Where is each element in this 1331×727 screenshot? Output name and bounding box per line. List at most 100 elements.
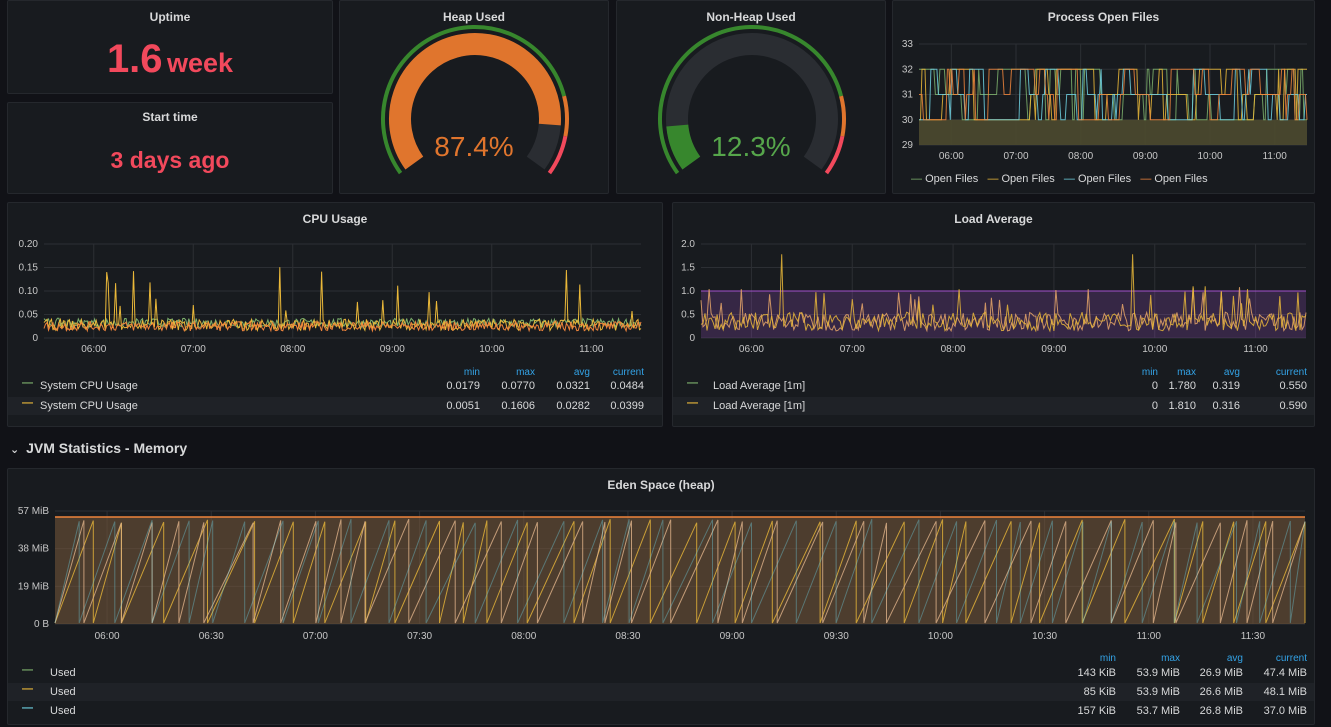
y-tick-label: 31	[902, 90, 914, 101]
x-tick-label: 06:00	[739, 344, 764, 355]
x-tick-label: 11:00	[579, 344, 604, 355]
legend-row[interactable]: — Used 157 KiB 53.7 MiB 26.8 MiB 37.0 Mi…	[8, 702, 1314, 720]
header-avg[interactable]: avg	[1226, 653, 1243, 664]
open-files-chart[interactable]: 33 32 31 30 29 06:00 07:00 08:00 09:00 10:00 11:00	[893, 1, 1316, 195]
series-min: 0	[1151, 400, 1158, 412]
x-tick-label: 06:30	[199, 631, 224, 642]
eden-series-line	[54, 518, 1306, 624]
x-tick-label: 09:00	[720, 631, 745, 642]
section-jvm-memory[interactable]: ⌄ JVM Statistics - Memory	[10, 440, 187, 456]
series-min: 157 KiB	[1077, 705, 1116, 717]
series-current: 0.0484	[610, 380, 644, 392]
header-max[interactable]: max	[1161, 653, 1180, 664]
load-legend-header: min max avg current	[673, 364, 1314, 378]
heap-used-title: Heap Used	[442, 10, 506, 24]
y-tick-label: 1.0	[681, 286, 695, 297]
open-files-legend: — Open Files — Open Files — Open Files —…	[911, 173, 1208, 185]
x-tick-label: 07:00	[1003, 151, 1028, 162]
eden-series-line	[54, 518, 1306, 624]
start-time-value: 3 days ago	[110, 147, 230, 173]
legend-label: Open Files	[925, 173, 979, 185]
x-tick-label: 09:00	[1041, 344, 1066, 355]
x-tick-label: 11:00	[1243, 344, 1268, 355]
y-tick-label: 1.5	[681, 263, 695, 274]
non-heap-used-title: Non-Heap Used	[706, 10, 796, 24]
legend-item-open-files-2[interactable]: — Open Files	[987, 173, 1055, 185]
header-max[interactable]: max	[516, 367, 535, 378]
load-average-chart[interactable]: 2.0 1.5 1.0 0.5 0 06:00 07:00 08:00 09:00 10:00 11…	[673, 203, 1316, 363]
series-current: 48.1 MiB	[1263, 686, 1307, 698]
section-title-text: JVM Statistics - Memory	[26, 440, 188, 456]
legend-item-open-files-3[interactable]: — Open Files	[1063, 173, 1132, 185]
legend-item-open-files-1[interactable]: — Open Files	[911, 173, 979, 185]
header-avg[interactable]: avg	[1223, 367, 1240, 378]
eden-space-panel: Eden Space (heap) 57 MiB 38 MiB 19 MiB 0 B 0…	[7, 468, 1315, 725]
header-avg[interactable]: avg	[573, 367, 590, 378]
series-min: 0.0179	[446, 380, 480, 392]
series-color-marker: —	[22, 702, 33, 714]
series-current: 37.0 MiB	[1263, 705, 1307, 717]
gauge-threshold-segment	[381, 25, 567, 175]
y-tick-label: 32	[902, 64, 914, 75]
legend-row[interactable]: — System CPU Usage 0.0179 0.0770 0.0321 …	[8, 377, 662, 395]
x-tick-label: 07:00	[840, 344, 865, 355]
legend-row[interactable]: — System CPU Usage 0.0051 0.1606 0.0282 …	[8, 397, 662, 415]
legend-row[interactable]: — Load Average [1m] 0 1.780 0.319 0.550	[673, 377, 1314, 395]
x-tick-label: 10:00	[1197, 151, 1222, 162]
header-current[interactable]: current	[612, 367, 644, 378]
series-max: 53.9 MiB	[1136, 667, 1180, 679]
legend-label: Open Files	[1077, 173, 1132, 185]
header-current[interactable]: current	[1275, 653, 1307, 664]
legend-row[interactable]: — Used 143 KiB 53.9 MiB 26.9 MiB 47.4 Mi…	[8, 664, 1314, 682]
gauge-threshold-segment	[658, 25, 844, 175]
header-min[interactable]: min	[1141, 367, 1158, 378]
uptime-value: 1.6 week	[8, 37, 332, 82]
legend-item-open-files-4[interactable]: — Open Files	[1140, 173, 1208, 185]
eden-space-chart[interactable]: 57 MiB 38 MiB 19 MiB 0 B 06:00 06:30 07:00 07:3…	[8, 469, 1316, 649]
series-max: 0.1606	[501, 400, 535, 412]
series-name: Used	[50, 667, 76, 679]
open-files-title: Process Open Files	[1047, 10, 1160, 24]
start-time-title: Start time	[142, 110, 198, 124]
x-tick-label: 06:00	[939, 151, 964, 162]
series-current: 0.590	[1279, 400, 1307, 412]
load-average-panel: Load Average 2.0 1.5 1.0 0.5 0 06:00 07:00 08:0…	[672, 202, 1315, 427]
uptime-title: Uptime	[149, 10, 191, 24]
heap-used-value: 87.4%	[434, 131, 514, 162]
uptime-number: 1.6	[106, 37, 163, 81]
series-avg: 0.316	[1212, 400, 1240, 412]
x-tick-label: 09:00	[1133, 151, 1158, 162]
legend-row[interactable]: — Used 85 KiB 53.9 MiB 26.6 MiB 48.1 MiB	[8, 683, 1314, 701]
y-tick-label: 30	[902, 115, 914, 126]
series-avg: 0.319	[1212, 380, 1240, 392]
x-tick-label: 11:30	[1241, 631, 1266, 642]
x-tick-label: 08:00	[280, 344, 305, 355]
y-tick-label: 38 MiB	[18, 544, 49, 555]
legend-row[interactable]: — Load Average [1m] 0 1.810 0.316 0.590	[673, 397, 1314, 415]
series-avg: 0.0321	[556, 380, 590, 392]
series-color-marker: —	[22, 377, 33, 389]
open-files-panel: Process Open Files 33 32 31 30 29 06:00 07:00 0…	[892, 0, 1315, 194]
series-min: 143 KiB	[1077, 667, 1116, 679]
cpu-usage-chart[interactable]: 0.20 0.15 0.10 0.05 0 06:00 07:00 08:00 09:00 10:…	[8, 203, 664, 363]
header-min[interactable]: min	[1099, 653, 1116, 664]
x-tick-label: 08:00	[511, 631, 536, 642]
gauge-threshold-segment	[839, 95, 846, 137]
eden-space-title: Eden Space (heap)	[607, 478, 715, 492]
x-tick-label: 10:30	[1032, 631, 1057, 642]
series-name: Load Average [1m]	[713, 380, 806, 392]
header-current[interactable]: current	[1275, 367, 1307, 378]
y-tick-label: 33	[902, 39, 914, 50]
y-tick-label: 0.15	[19, 263, 39, 274]
series-min: 85 KiB	[1083, 686, 1116, 698]
x-tick-label: 08:00	[941, 344, 966, 355]
open-files-area	[919, 119, 1307, 145]
header-max[interactable]: max	[1177, 367, 1196, 378]
series-max: 1.810	[1168, 400, 1196, 412]
series-max: 0.0770	[501, 380, 535, 392]
load-series-line	[700, 254, 1307, 333]
header-min[interactable]: min	[463, 367, 480, 378]
uptime-unit: week	[167, 48, 234, 78]
y-tick-label: 57 MiB	[18, 506, 49, 517]
x-tick-label: 11:00	[1137, 631, 1162, 642]
